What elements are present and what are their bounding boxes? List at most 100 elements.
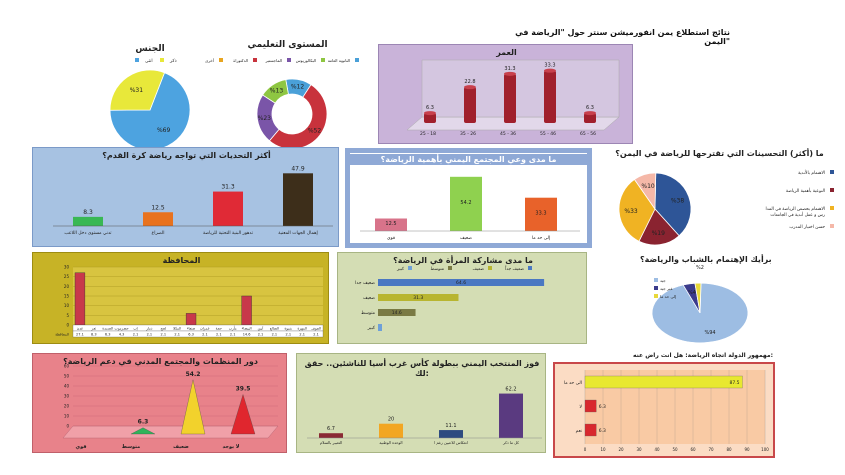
bar [584,375,743,389]
bar-value-label: 6.3 [599,404,606,410]
age-chart: العمر 6.3 25 - 18 22.8 35 - 26 31.3 45 - 36 33… [378,44,633,144]
bar [283,173,313,226]
bar [499,393,523,438]
legend-swatch [448,266,452,270]
legend-label: رس و عمل أندية في الجامعات [770,211,825,218]
chart-title: ما مدى مشاركة المرأة في الرياضة؟ [393,256,533,265]
improvements-chart: ما (أكثر) التحسينات التي تقترحها للرياضة… [597,146,842,251]
x-tick-label: 100 [761,447,769,452]
x-tick-label: 50 [672,447,678,452]
category-label: عدن [77,327,84,331]
table-value: 2.1 [216,333,222,337]
page-title: نتائج استطلاع يمن انفورميشن سنتر حول "ال… [515,28,730,46]
category-label: لحج [160,327,166,331]
youth-chart: برأيك الإهتمام بالشباب والرياضة؟ %94 %4 %2… [640,252,772,347]
bar [241,295,252,326]
bar-value-label: 6.3 [426,105,434,111]
y-tick-label: 0 [66,424,69,429]
bar [464,87,476,123]
slice-label: %33 [624,208,638,215]
category-label: شبوة [284,327,292,331]
chart-title: العمر [496,48,517,57]
legend-swatch [654,278,658,282]
y-tick-label: 60 [64,364,70,369]
bar [450,176,482,231]
bar [375,218,407,231]
bar-value-label: 6.7 [327,426,335,432]
category-label: مأرب [229,326,237,331]
bar [378,294,459,301]
bar [544,70,556,123]
pie-slice [109,69,166,111]
bar-value-label: 87.5 [729,380,739,386]
cone [180,379,206,435]
legend-label: البكالوريوس [296,58,316,63]
bar-value-label: 11.1 [445,423,456,429]
category-label: 65 - 56 [580,131,596,137]
legend-label: ضعيف [473,267,485,272]
legend-label: حسن اختيار المدرب [789,225,825,230]
gender-pie: انثى ذكر %69 %31 [109,58,191,151]
chart-title: المستوى التعليمي [247,40,328,50]
pie-slice [654,172,692,237]
pie-slice [109,72,191,151]
bar-value-label: 6.3 [599,428,606,434]
slice-label: %23 [258,115,272,122]
bar [424,113,436,123]
bar-value-label: 22.8 [464,79,475,85]
category-label: 45 - 36 [500,131,516,137]
legend-label: الاهتمام بالأندية [798,169,825,176]
bar-value-label: 31.3 [504,66,515,72]
category-label: تدهور البنية التحتية للرياضة [203,231,254,236]
category-label: تدني مستوى دخل اللاعب [64,231,112,236]
legend-label: انثى [145,59,153,64]
legend-label: جيد [660,278,666,283]
legend-label: غير جيد [660,286,673,291]
bar-top [424,111,436,116]
legend-label: الدكتوراة [233,58,248,63]
table-value: 2.1 [147,333,153,337]
legend-swatch [355,58,359,62]
y-tick-label: 10 [64,303,70,308]
chart-title: برأيك الإهتمام بالشباب والرياضة؟ [640,255,772,264]
bar [379,423,403,438]
bar [143,212,173,226]
category-label: لا [579,405,582,410]
legend-label: التوعية بأهمية الرياضة [786,187,825,194]
legend-swatch [321,58,325,62]
bar-value-label: 12.5 [385,221,396,227]
women-bars: ضعيف جداً ضعيف متوسط كبير 64.6 ضعيف جدا 31.3 ضع… [355,265,545,331]
table-value: 14.6 [243,333,251,337]
gender-chart: الجنس انثى ذكر %69 %31 [95,40,205,151]
category-label: ذمار [145,327,153,331]
legend-swatch [488,266,492,270]
category-label: الجوف [311,327,321,331]
table-value: 27.1 [76,333,84,337]
legend-swatch [528,266,532,270]
slice-label: %31 [130,87,144,94]
legend-label: الاهتمام بحصص الرياضة في المدا [766,207,826,212]
category-label: الى حد ما [564,381,582,386]
slice-label: %13 [270,88,284,95]
legend-swatch [654,294,658,298]
bar-value-label: 14.6 [392,310,402,316]
x-tick-label: 70 [708,447,714,452]
legend-label: أخرى [205,58,214,63]
category-label: حجة [216,327,222,331]
chart-title: ما (أكثر) التحسينات التي تقترحها للرياضة… [615,149,824,158]
legend-swatch [135,58,139,62]
category-label: التعبير بالسلام [320,440,342,445]
slice-label: %69 [157,127,171,134]
category-label: إلى حد ما [532,236,550,241]
bar-value-label: 8.3 [83,209,93,216]
bar [378,279,545,286]
x-tick-label: 0 [584,447,587,452]
slice-label: %2 [696,265,704,271]
asiacup-chart: فوز المنتخب اليمني ببطولة كأس غرب أسيا ل… [296,353,546,453]
table-value: 4.3 [119,333,125,337]
table-value: 6.3 [105,333,111,337]
y-tick-label: 5 [66,313,69,318]
asiacup-bars: 6.7 التعبير بالسلام 20 الوحدة الوطنية 11.1 ان… [307,387,542,445]
bar [525,197,557,231]
y-tick-label: 20 [64,284,70,289]
